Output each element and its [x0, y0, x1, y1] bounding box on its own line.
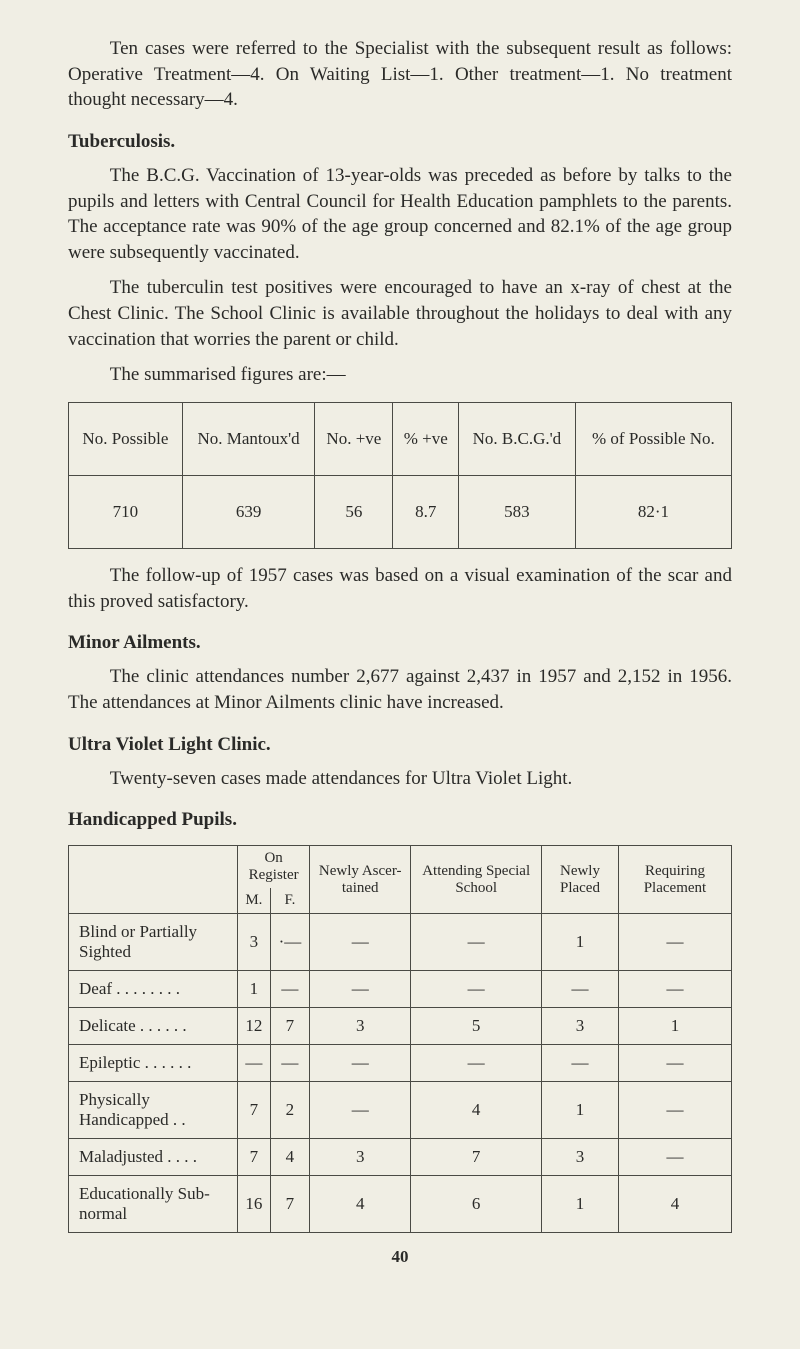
table-row: Deaf . . . . . . . . 1 — — — — — [69, 971, 732, 1008]
uvl-heading: Ultra Violet Light Clinic. [68, 734, 732, 756]
table-cell: — [618, 1139, 731, 1176]
table-cell: 7 [270, 1176, 309, 1233]
col-requiring: Requiring Placement [618, 846, 731, 914]
col-on-register: On Register [238, 846, 310, 889]
row-label: Educationally Sub-normal [69, 1176, 238, 1233]
tuberculosis-p2: The tuberculin test positives were encou… [68, 275, 732, 352]
table-cell: 2 [270, 1082, 309, 1139]
table-cell: 639 [182, 476, 315, 549]
tuberculosis-p1: The B.C.G. Vaccination of 13-year-olds w… [68, 163, 732, 266]
table-header-row: On Register Newly Ascer-tained Attending… [69, 846, 732, 889]
table-cell: 16 [238, 1176, 271, 1233]
table-cell: 82·1 [575, 476, 731, 549]
minor-ailments-heading: Minor Ailments. [68, 632, 732, 654]
table-row: Blind or Partially Sighted 3 ·— — — 1 — [69, 914, 732, 971]
table-row: Physically Handicapped . . 7 2 — 4 1 — [69, 1082, 732, 1139]
table-cell: 4 [310, 1176, 411, 1233]
intro-paragraph: Ten cases were referred to the Specialis… [68, 36, 732, 113]
handicapped-heading: Handicapped Pupils. [68, 809, 732, 831]
table-cell: — [618, 971, 731, 1008]
table-cell: — [238, 1045, 271, 1082]
table-cell: 3 [542, 1008, 619, 1045]
col-newly-placed: Newly Placed [542, 846, 619, 914]
table-header-cell: % of Possible No. [575, 403, 731, 476]
table-cell: — [411, 914, 542, 971]
table-cell: 56 [315, 476, 393, 549]
row-label: Maladjusted . . . . [69, 1139, 238, 1176]
table-cell: — [411, 971, 542, 1008]
row-label: Epileptic . . . . . . [69, 1045, 238, 1082]
table-cell: — [310, 1045, 411, 1082]
table-cell: 3 [310, 1139, 411, 1176]
tuberculosis-p3: The summarised figures are:— [68, 362, 732, 388]
table-cell: — [618, 1082, 731, 1139]
table-cell: ·— [270, 914, 309, 971]
row-label: Blind or Partially Sighted [69, 914, 238, 971]
table-cell: 7 [411, 1139, 542, 1176]
table-cell: 12 [238, 1008, 271, 1045]
table-cell: 1 [238, 971, 271, 1008]
table-cell: 7 [238, 1139, 271, 1176]
table-header-row: No. Possible No. Mantoux'd No. +ve % +ve… [69, 403, 732, 476]
table-header-blank [69, 846, 238, 914]
table-cell: 8.7 [393, 476, 459, 549]
table-header-cell: No. Mantoux'd [182, 403, 315, 476]
table-cell: — [411, 1045, 542, 1082]
table-cell: 7 [238, 1082, 271, 1139]
handicapped-table: On Register Newly Ascer-tained Attending… [68, 845, 732, 1233]
table-cell: 4 [411, 1082, 542, 1139]
table-row: Educationally Sub-normal 16 7 4 6 1 4 [69, 1176, 732, 1233]
tuberculosis-table: No. Possible No. Mantoux'd No. +ve % +ve… [68, 402, 732, 549]
table-cell: 583 [459, 476, 576, 549]
row-label: Deaf . . . . . . . . [69, 971, 238, 1008]
table-cell: 3 [238, 914, 271, 971]
uvl-p1: Twenty-seven cases made attendances for … [68, 766, 732, 792]
table-row: Maladjusted . . . . 7 4 3 7 3 — [69, 1139, 732, 1176]
tuberculosis-p4: The follow-up of 1957 cases was based on… [68, 563, 732, 614]
row-label: Physically Handicapped . . [69, 1082, 238, 1139]
table-cell: 4 [618, 1176, 731, 1233]
table-header-cell: % +ve [393, 403, 459, 476]
table-cell: 1 [542, 1176, 619, 1233]
table-cell: — [310, 971, 411, 1008]
table-cell: — [310, 914, 411, 971]
table-header-cell: No. +ve [315, 403, 393, 476]
table-header-cell: No. Possible [69, 403, 183, 476]
tuberculosis-heading: Tuberculosis. [68, 131, 732, 153]
table-cell: 710 [69, 476, 183, 549]
table-cell: — [310, 1082, 411, 1139]
page-number: 40 [68, 1247, 732, 1267]
table-cell: 3 [310, 1008, 411, 1045]
table-cell: 1 [542, 914, 619, 971]
table-cell: 4 [270, 1139, 309, 1176]
row-label: Delicate . . . . . . [69, 1008, 238, 1045]
table-header-cell: No. B.C.G.'d [459, 403, 576, 476]
table-cell: — [618, 914, 731, 971]
table-cell: — [542, 1045, 619, 1082]
minor-ailments-p1: The clinic attendances number 2,677 agai… [68, 664, 732, 715]
table-cell: — [542, 971, 619, 1008]
table-row: Delicate . . . . . . 12 7 3 5 3 1 [69, 1008, 732, 1045]
table-cell: 6 [411, 1176, 542, 1233]
col-m: M. [238, 888, 271, 914]
table-data-row: 710 639 56 8.7 583 82·1 [69, 476, 732, 549]
table-cell: — [270, 1045, 309, 1082]
col-f: F. [270, 888, 309, 914]
table-cell: 3 [542, 1139, 619, 1176]
table-row: Epileptic . . . . . . — — — — — — [69, 1045, 732, 1082]
col-newly-ascertained: Newly Ascer-tained [310, 846, 411, 914]
col-attending: Attending Special School [411, 846, 542, 914]
table-cell: 5 [411, 1008, 542, 1045]
table-cell: — [618, 1045, 731, 1082]
table-cell: 7 [270, 1008, 309, 1045]
table-cell: 1 [542, 1082, 619, 1139]
table-cell: 1 [618, 1008, 731, 1045]
table-cell: — [270, 971, 309, 1008]
